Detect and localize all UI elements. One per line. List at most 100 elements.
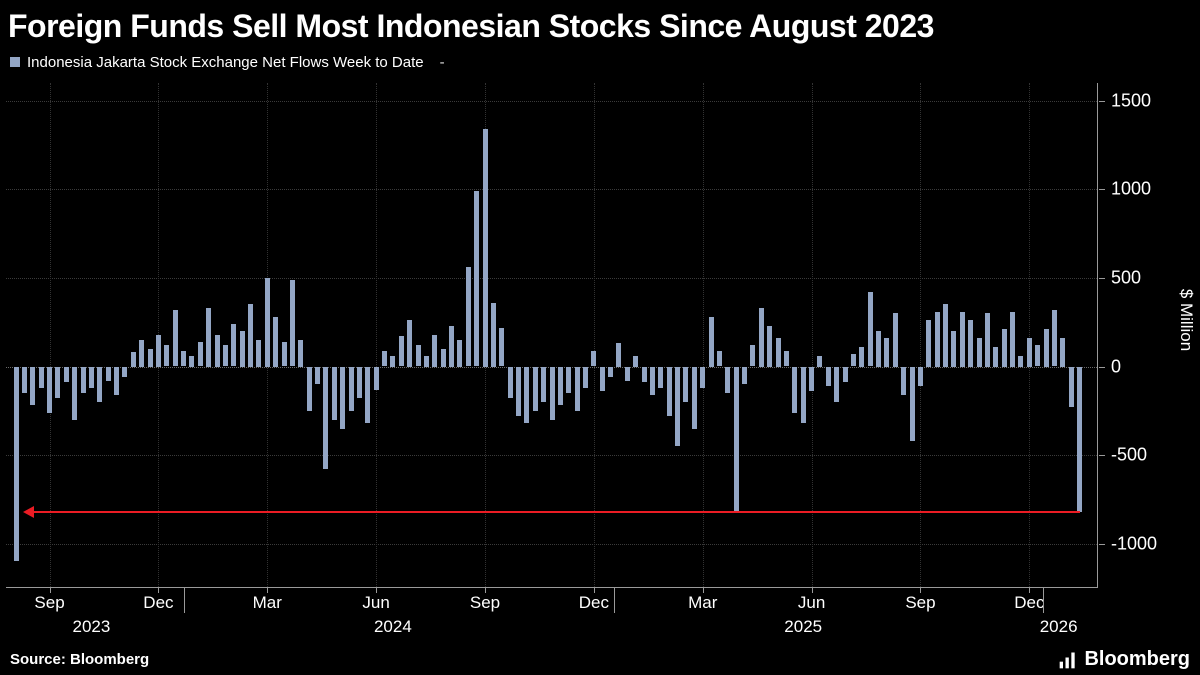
bar <box>315 366 321 385</box>
legend: Indonesia Jakarta Stock Exchange Net Flo… <box>10 53 1200 71</box>
bar <box>1077 366 1083 512</box>
x-axis-months: Sep Dec Mar Jun Sep Dec Mar Jun Sep Dec <box>6 588 1098 614</box>
bar <box>474 191 480 367</box>
bar <box>599 366 605 392</box>
bar <box>951 331 957 367</box>
bar <box>641 366 647 383</box>
bar <box>532 366 538 411</box>
bar <box>114 366 120 395</box>
x-tick-label: Sep <box>34 593 65 612</box>
y-tick-mark <box>1099 100 1105 102</box>
h-gridline <box>6 100 1097 102</box>
y-tick-mark <box>1099 455 1105 457</box>
bar <box>164 345 170 367</box>
bar <box>984 313 990 367</box>
bar <box>490 302 496 367</box>
y-tick-label: 0 <box>1111 356 1122 376</box>
bar <box>80 366 86 394</box>
bar <box>222 345 228 367</box>
bar <box>415 345 421 367</box>
bar <box>407 320 413 367</box>
bar <box>139 339 145 367</box>
v-gridline <box>1029 83 1031 587</box>
bar <box>767 325 773 367</box>
bar <box>582 366 588 388</box>
bar <box>775 338 781 367</box>
annotation-arrowhead <box>23 505 35 518</box>
bar <box>1051 309 1057 367</box>
bloomberg-logo-text: Bloomberg <box>1084 648 1190 670</box>
x-tick-mark <box>1029 588 1031 593</box>
bar <box>398 336 404 367</box>
bar <box>507 366 513 399</box>
bar <box>901 366 907 395</box>
bar <box>708 316 714 367</box>
bar <box>47 366 53 413</box>
bar <box>1001 329 1007 367</box>
v-gridline <box>920 83 922 587</box>
h-gridline <box>6 277 1097 279</box>
v-gridline <box>593 83 595 587</box>
x-tick-label: Dec <box>578 593 609 612</box>
bar <box>834 366 840 402</box>
bar <box>1018 355 1024 367</box>
bar <box>943 304 949 367</box>
bar <box>55 366 61 399</box>
legend-label: Indonesia Jakarta Stock Exchange Net Flo… <box>27 53 424 71</box>
year-label: 2023 <box>72 617 111 636</box>
bar <box>38 366 44 388</box>
bar <box>683 366 689 402</box>
x-tick-mark <box>158 588 160 593</box>
bar <box>917 366 923 386</box>
year-boundary-tick <box>183 588 185 613</box>
bar <box>959 311 965 367</box>
bar <box>465 267 471 367</box>
y-tick-mark <box>1099 543 1105 545</box>
year-boundary-tick <box>613 588 615 613</box>
y-tick-mark <box>1099 366 1105 368</box>
bar <box>440 348 446 367</box>
x-tick-mark <box>920 588 922 593</box>
bar <box>700 366 706 388</box>
bar <box>373 366 379 390</box>
bar <box>63 366 69 383</box>
bloomberg-logo-icon <box>1060 652 1076 668</box>
bar <box>800 366 806 424</box>
bar <box>1043 329 1049 367</box>
bar <box>658 366 664 388</box>
bar <box>206 308 212 367</box>
bar <box>499 327 505 367</box>
bar <box>516 366 521 417</box>
bar <box>130 352 136 367</box>
bar <box>264 277 270 367</box>
y-tick-label: 1000 <box>1111 178 1152 199</box>
x-tick-label: Sep <box>469 593 501 612</box>
bar <box>1068 366 1074 408</box>
x-tick-label: Mar <box>252 593 282 612</box>
bar <box>842 366 848 383</box>
x-tick-mark <box>702 588 704 593</box>
legend-swatch <box>10 57 20 67</box>
bar <box>298 339 304 367</box>
bar <box>792 366 798 413</box>
bar <box>197 341 203 367</box>
bar <box>549 366 555 420</box>
bar <box>557 366 563 406</box>
v-gridline <box>811 83 813 587</box>
y-axis-title: $ Million <box>1177 289 1196 352</box>
bar <box>72 366 78 420</box>
x-tick-mark <box>49 588 51 593</box>
bar <box>323 366 329 470</box>
bar <box>725 366 731 394</box>
bar <box>382 350 387 367</box>
bar <box>432 334 438 367</box>
bar <box>733 366 739 512</box>
bar <box>574 366 580 411</box>
bar <box>566 366 572 394</box>
bar <box>331 366 337 420</box>
bar <box>340 366 346 429</box>
bar <box>356 366 362 399</box>
plot-area <box>6 83 1098 588</box>
x-tick-mark <box>485 588 486 593</box>
y-tick-label: -1000 <box>1111 533 1158 554</box>
